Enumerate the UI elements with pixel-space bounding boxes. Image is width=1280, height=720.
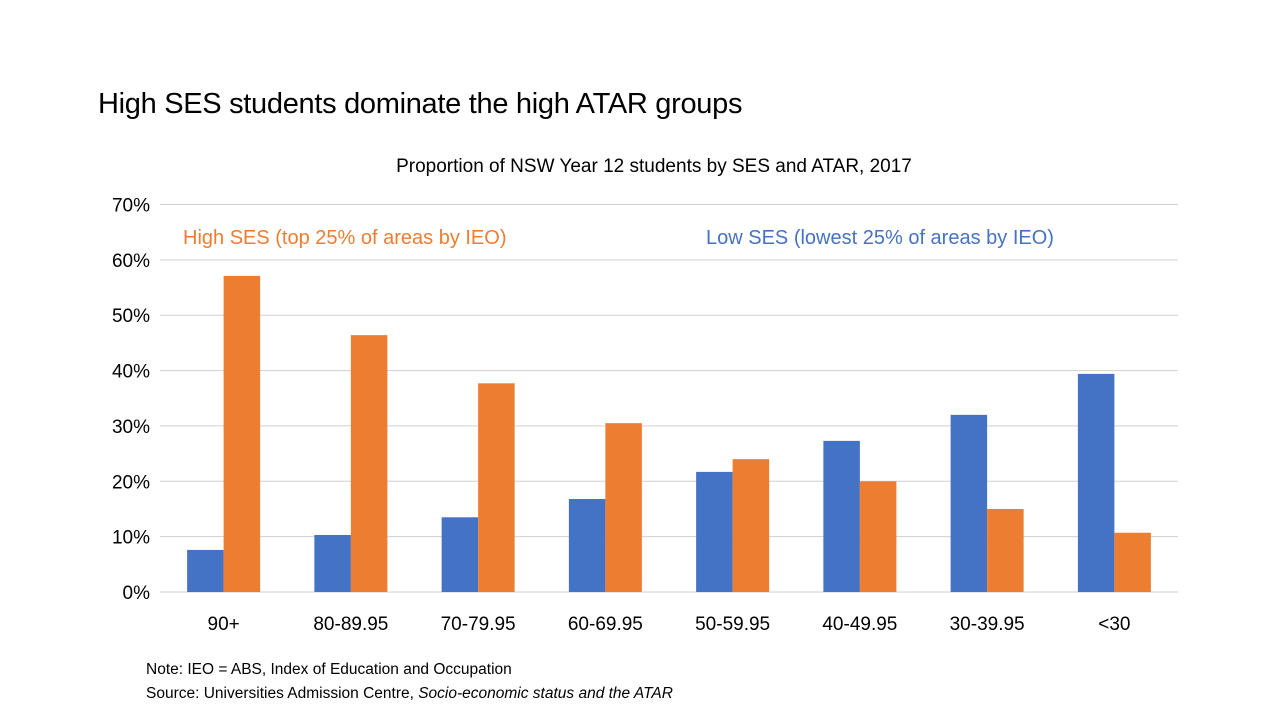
bar-low-ses xyxy=(1077,373,1115,592)
bar-low-ses xyxy=(696,471,733,592)
bar-high-ses xyxy=(732,459,770,592)
bar-high-ses xyxy=(478,383,515,592)
bar-low-ses xyxy=(187,549,224,592)
x-tick-label: <30 xyxy=(1098,614,1130,635)
y-tick-label: 40% xyxy=(112,362,150,383)
x-tick-label: 40-49.95 xyxy=(822,614,897,635)
note-text: Note: IEO = ABS, Index of Education and … xyxy=(146,661,512,678)
bar-low-ses xyxy=(314,534,351,592)
bar-high-ses xyxy=(1114,532,1151,592)
source-text: Source: Universities Admission Centre, S… xyxy=(146,685,673,703)
bar-low-ses xyxy=(568,499,606,592)
slide-title: High SES students dominate the high ATAR… xyxy=(98,88,743,120)
y-tick-label: 20% xyxy=(112,472,150,493)
bar-high-ses xyxy=(605,423,642,592)
bar-high-ses xyxy=(987,508,1024,592)
chart-title: Proportion of NSW Year 12 students by SE… xyxy=(396,156,912,177)
y-tick-label: 70% xyxy=(112,196,150,217)
source-prefix: Source: Universities Admission Centre, xyxy=(146,685,419,702)
y-tick-label: 30% xyxy=(112,417,150,438)
series-label-high-ses: High SES (top 25% of areas by IEO) xyxy=(183,227,507,249)
y-tick-label: 50% xyxy=(112,306,150,327)
y-tick-label: 10% xyxy=(112,528,150,549)
bar-low-ses xyxy=(441,517,479,592)
bar-low-ses xyxy=(823,440,860,592)
x-tick-label: 60-69.95 xyxy=(568,614,643,635)
bar-high-ses xyxy=(223,275,261,592)
x-tick-label: 50-59.95 xyxy=(695,614,770,635)
y-tick-label: 0% xyxy=(123,583,151,604)
x-tick-label: 90+ xyxy=(208,614,240,635)
series-label-low-ses: Low SES (lowest 25% of areas by IEO) xyxy=(706,227,1054,249)
x-tick-label: 70-79.95 xyxy=(441,614,516,635)
x-tick-label: 80-89.95 xyxy=(313,614,388,635)
y-tick-label: 60% xyxy=(112,251,150,272)
bar-high-ses xyxy=(859,481,897,592)
source-title: Socio-economic status and the ATAR xyxy=(418,685,673,702)
x-tick-label: 30-39.95 xyxy=(950,614,1025,635)
bar-low-ses xyxy=(950,414,988,592)
bar-high-ses xyxy=(350,335,388,592)
